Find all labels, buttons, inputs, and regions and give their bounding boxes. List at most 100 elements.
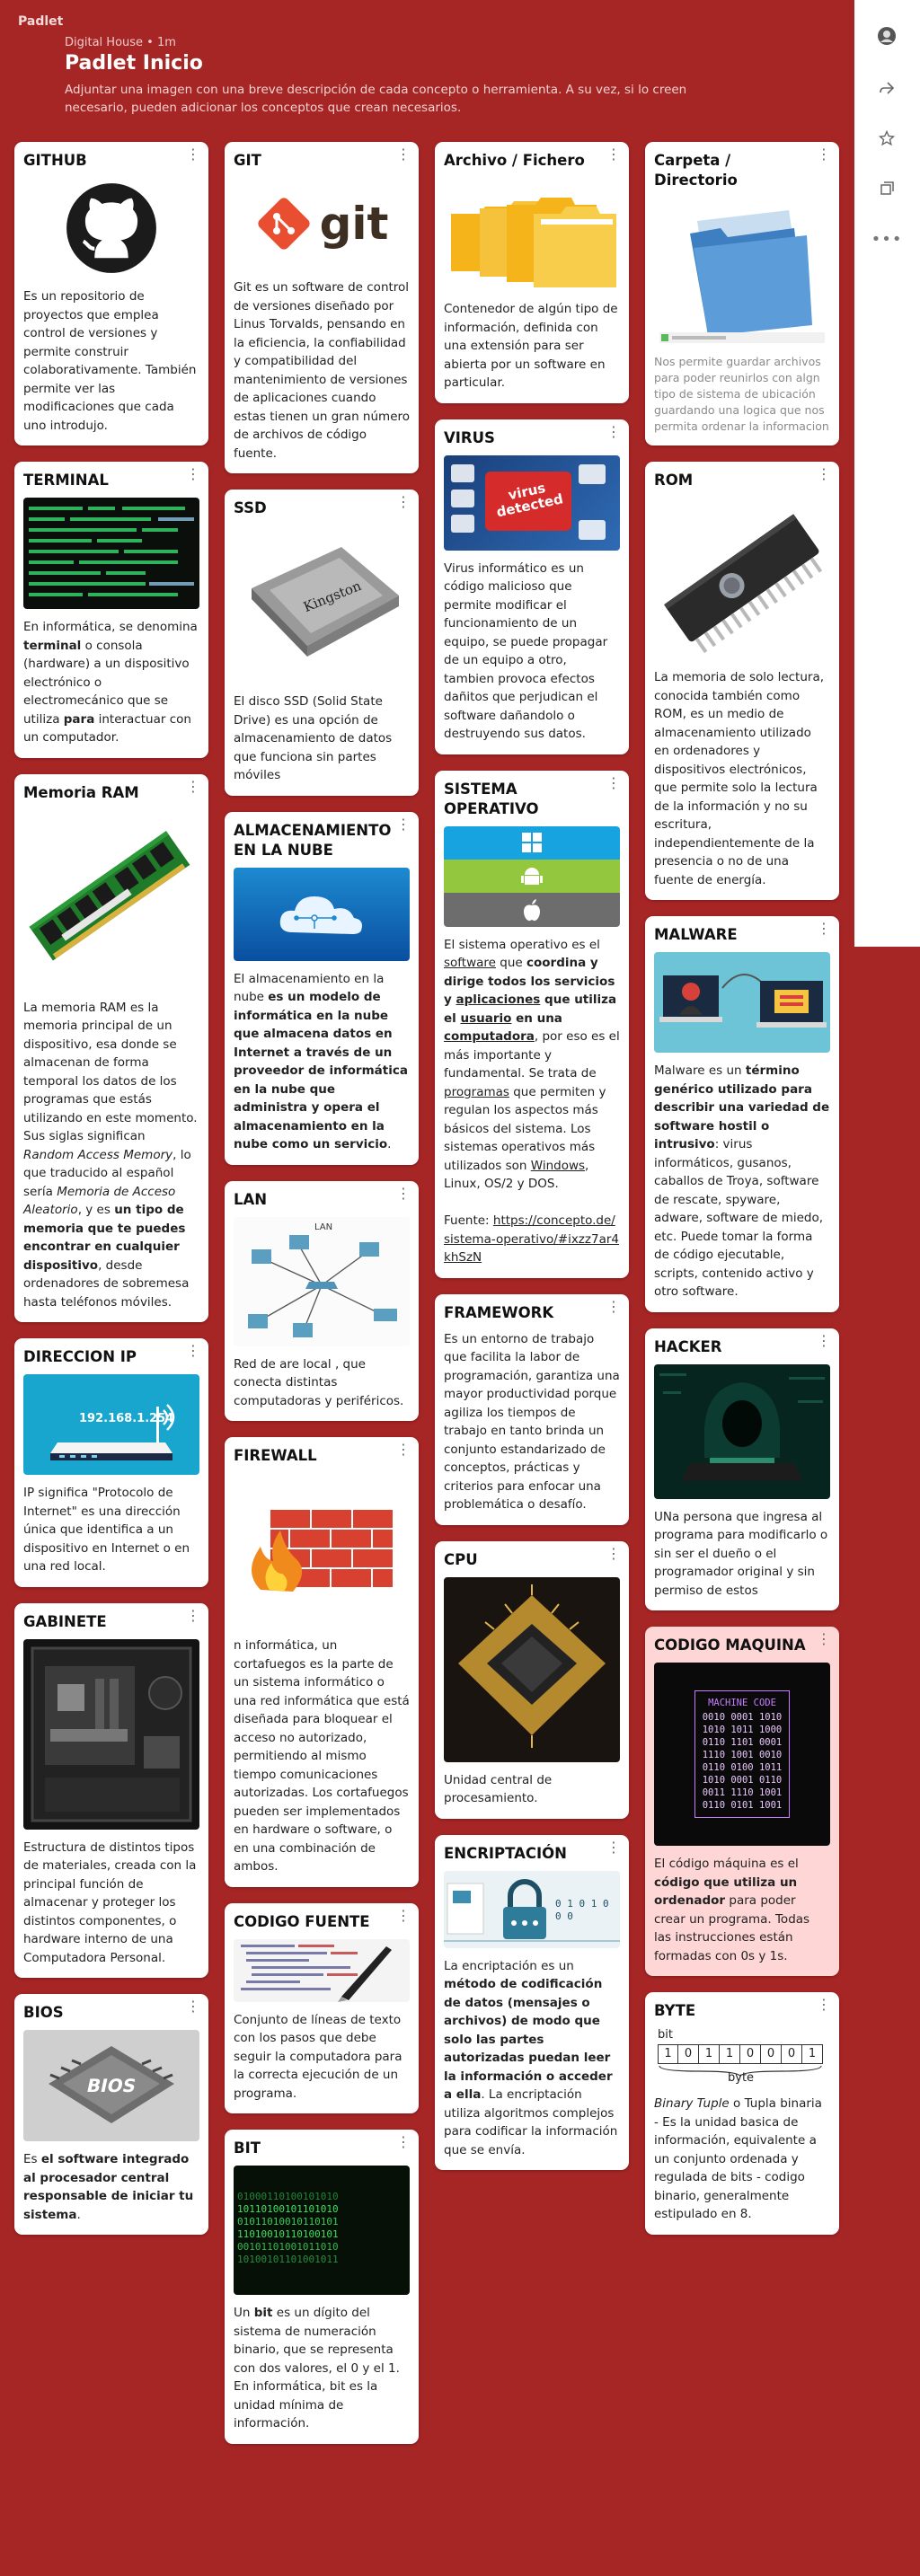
post-menu-icon[interactable]: ⋮ [606, 146, 621, 163]
gabinete-image [23, 1638, 199, 1830]
post-almacenamiento-nube[interactable]: ⋮ ALMACENAMIENTO EN LA NUBE El almacenam… [225, 811, 419, 1165]
post-bios[interactable]: ⋮ BIOS BIOS Es el software integrado al … [14, 1994, 208, 2235]
post-git[interactable]: ⋮ GIT git Git es un software de control … [225, 142, 419, 473]
padlet-logo[interactable]: Padlet [18, 14, 64, 29]
post-body: Red de are local , que conecta distintas… [234, 1356, 404, 1408]
post-menu-icon[interactable]: ⋮ [396, 1906, 411, 1924]
post-sistema-operativo[interactable]: ⋮ SISTEMA OPERATIVO El sistema operativo… [435, 770, 629, 1278]
post-menu-icon[interactable]: ⋮ [817, 1630, 831, 1647]
post-menu-icon[interactable]: ⋮ [817, 146, 831, 163]
bit-cell: 1 [699, 2044, 720, 2064]
bits-row: 1 0 1 1 0 0 0 1 [658, 2044, 823, 2064]
machine-code-line: 1010 1011 1000 [702, 1725, 783, 1735]
star-icon[interactable] [876, 128, 898, 149]
post-direccion-ip[interactable]: ⋮ DIRECCION IP 192.168.1.254 IP signific… [14, 1338, 208, 1587]
post-menu-icon[interactable]: ⋮ [186, 1606, 200, 1624]
post-title: GABINETE [23, 1612, 107, 1630]
post-virus[interactable]: ⋮ VIRUS virus detected Virus informático… [435, 419, 629, 754]
machine-code-line: 0110 1101 0001 [702, 1737, 783, 1748]
post-title: BYTE [654, 2002, 696, 2019]
source-link[interactable]: https://concepto.de/sistema-operativo/#i… [444, 1213, 619, 1265]
post-body: El almacenamiento en la nube es un model… [234, 971, 408, 1152]
post-gabinete[interactable]: ⋮ GABINETE Estructura de distintos tipos… [14, 1602, 208, 1978]
git-wordmark: git [319, 198, 389, 250]
post-body: Nos permite guardar archivos para poder … [654, 355, 829, 433]
post-menu-icon[interactable]: ⋮ [396, 493, 411, 510]
post-bit[interactable]: ⋮ BIT 01000110100101010 1011010010110101… [225, 2130, 419, 2444]
post-lan[interactable]: ⋮ LAN LAN Red de are local , que conecta… [225, 1180, 419, 1421]
post-menu-icon[interactable]: ⋮ [817, 1331, 831, 1349]
post-menu-icon[interactable]: ⋮ [606, 773, 621, 791]
virus-keyboard-image: virus detected [444, 454, 620, 551]
post-title: CPU [444, 1550, 478, 1568]
post-menu-icon[interactable]: ⋮ [396, 2133, 411, 2150]
cpu-image [444, 1576, 620, 1762]
share-icon[interactable] [876, 77, 898, 99]
post-title: Archivo / Fichero [444, 152, 585, 169]
post-body: Es el software integrado al procesador c… [23, 2152, 194, 2222]
post-body: Un bit es un dígito del sistema de numer… [234, 2306, 400, 2430]
post-body: En informática, se denomina terminal o c… [23, 620, 198, 745]
post-body: El código máquina es el código que utili… [654, 1857, 810, 1963]
post-github[interactable]: ⋮ GITHUB Es un repositorio de proyectos … [14, 142, 208, 446]
post-malware[interactable]: ⋮ MALWARE Malware es un término genérico… [645, 916, 839, 1312]
rom-chip-image [654, 498, 830, 659]
svg-text:01011010010110101: 01011010010110101 [237, 2216, 339, 2228]
byte-label: byte [728, 2071, 755, 2085]
post-menu-icon[interactable]: ⋮ [817, 920, 831, 937]
apple-icon [444, 892, 620, 927]
post-title: DIRECCION IP [23, 1348, 137, 1365]
post-title: CODIGO MAQUINA [654, 1636, 806, 1654]
windows-icon [444, 825, 620, 860]
machine-code-line: 0010 0001 1010 [702, 1712, 783, 1723]
cloud-image [234, 867, 410, 961]
post-hacker[interactable]: ⋮ HACKER UNa persona que ingresa al prog… [645, 1328, 839, 1610]
post-encriptacion[interactable]: ⋮ ENCRIPTACIÓN 0 1 0 1 0 0 0 La encripta… [435, 1834, 629, 2170]
post-title: Carpeta / Directorio [654, 152, 738, 189]
post-menu-icon[interactable]: ⋮ [817, 465, 831, 482]
post-rom[interactable]: ⋮ ROM La memoria de solo lectura, conoci… [645, 462, 839, 900]
post-menu-icon[interactable]: ⋮ [186, 465, 200, 482]
post-codigo-maquina[interactable]: ⋮ CODIGO MAQUINA MACHINE CODE 0010 0001 … [645, 1627, 839, 1976]
bit-cell: 0 [761, 2044, 782, 2064]
post-cpu[interactable]: ⋮ CPU Unidad central de procesamiento. [435, 1540, 629, 1819]
post-menu-icon[interactable]: ⋮ [186, 146, 200, 163]
bios-chip-label: BIOS [84, 2075, 138, 2096]
post-menu-icon[interactable]: ⋮ [606, 1544, 621, 1562]
board-meta: Digital House • 1m [65, 36, 176, 49]
machine-code-line: 0110 0101 1001 [702, 1800, 783, 1811]
post-menu-icon[interactable]: ⋮ [186, 1998, 200, 2015]
post-byte[interactable]: ⋮ BYTE bit 1 0 1 1 0 0 0 1 byte Binary T… [645, 1992, 839, 2235]
post-body: Unidad central de procesamiento. [444, 1772, 553, 1806]
post-menu-icon[interactable]: ⋮ [606, 1297, 621, 1315]
svg-text:01000110100101010: 01000110100101010 [237, 2191, 339, 2202]
bit-cell: 0 [678, 2044, 699, 2064]
post-menu-icon[interactable]: ⋮ [186, 777, 200, 795]
terminal-image [23, 498, 199, 609]
post-menu-icon[interactable]: ⋮ [396, 815, 411, 833]
post-carpeta[interactable]: ⋮ Carpeta / Directorio Nos permite guard… [645, 142, 839, 446]
post-ssd[interactable]: ⋮ SSD Kingston El disco SSD (Solid State… [225, 490, 419, 796]
avatar-icon[interactable] [876, 25, 898, 47]
post-menu-icon[interactable]: ⋮ [186, 1342, 200, 1359]
post-menu-icon[interactable]: ⋮ [396, 1184, 411, 1202]
post-body: IP significa "Protocolo de Internet" es … [23, 1486, 190, 1574]
post-menu-icon[interactable]: ⋮ [606, 422, 621, 440]
post-archivo[interactable]: ⋮ Archivo / Fichero Contenedor de algún … [435, 142, 629, 403]
more-icon[interactable]: ••• [871, 229, 903, 249]
post-menu-icon[interactable]: ⋮ [396, 146, 411, 163]
post-menu-icon[interactable]: ⋮ [396, 1441, 411, 1458]
post-title: SISTEMA OPERATIVO [444, 780, 539, 817]
bit-label: bit [658, 2028, 673, 2042]
encryption-binary-text: 0 1 0 1 0 0 0 [555, 1897, 609, 1922]
hacker-image [654, 1363, 830, 1499]
post-terminal[interactable]: ⋮ TERMINAL En informática, se denomina t… [14, 462, 208, 758]
post-menu-icon[interactable]: ⋮ [606, 1838, 621, 1856]
post-menu-icon[interactable]: ⋮ [817, 1996, 831, 2013]
post-framework[interactable]: ⋮ FRAMEWORK Es un entorno de trabajo que… [435, 1293, 629, 1525]
post-codigo-fuente[interactable]: ⋮ CODIGO FUENTE Conjunto de líneas de te… [225, 1902, 419, 2113]
remake-icon[interactable] [876, 178, 898, 199]
post-firewall[interactable]: ⋮ FIREWALL n informática, un cortafuegos… [225, 1437, 419, 1887]
post-body: Contenedor de algún tipo de información,… [444, 302, 618, 390]
post-memoria-ram[interactable]: ⋮ Memoria RAM La memoria RAM es la memor… [14, 773, 208, 1322]
